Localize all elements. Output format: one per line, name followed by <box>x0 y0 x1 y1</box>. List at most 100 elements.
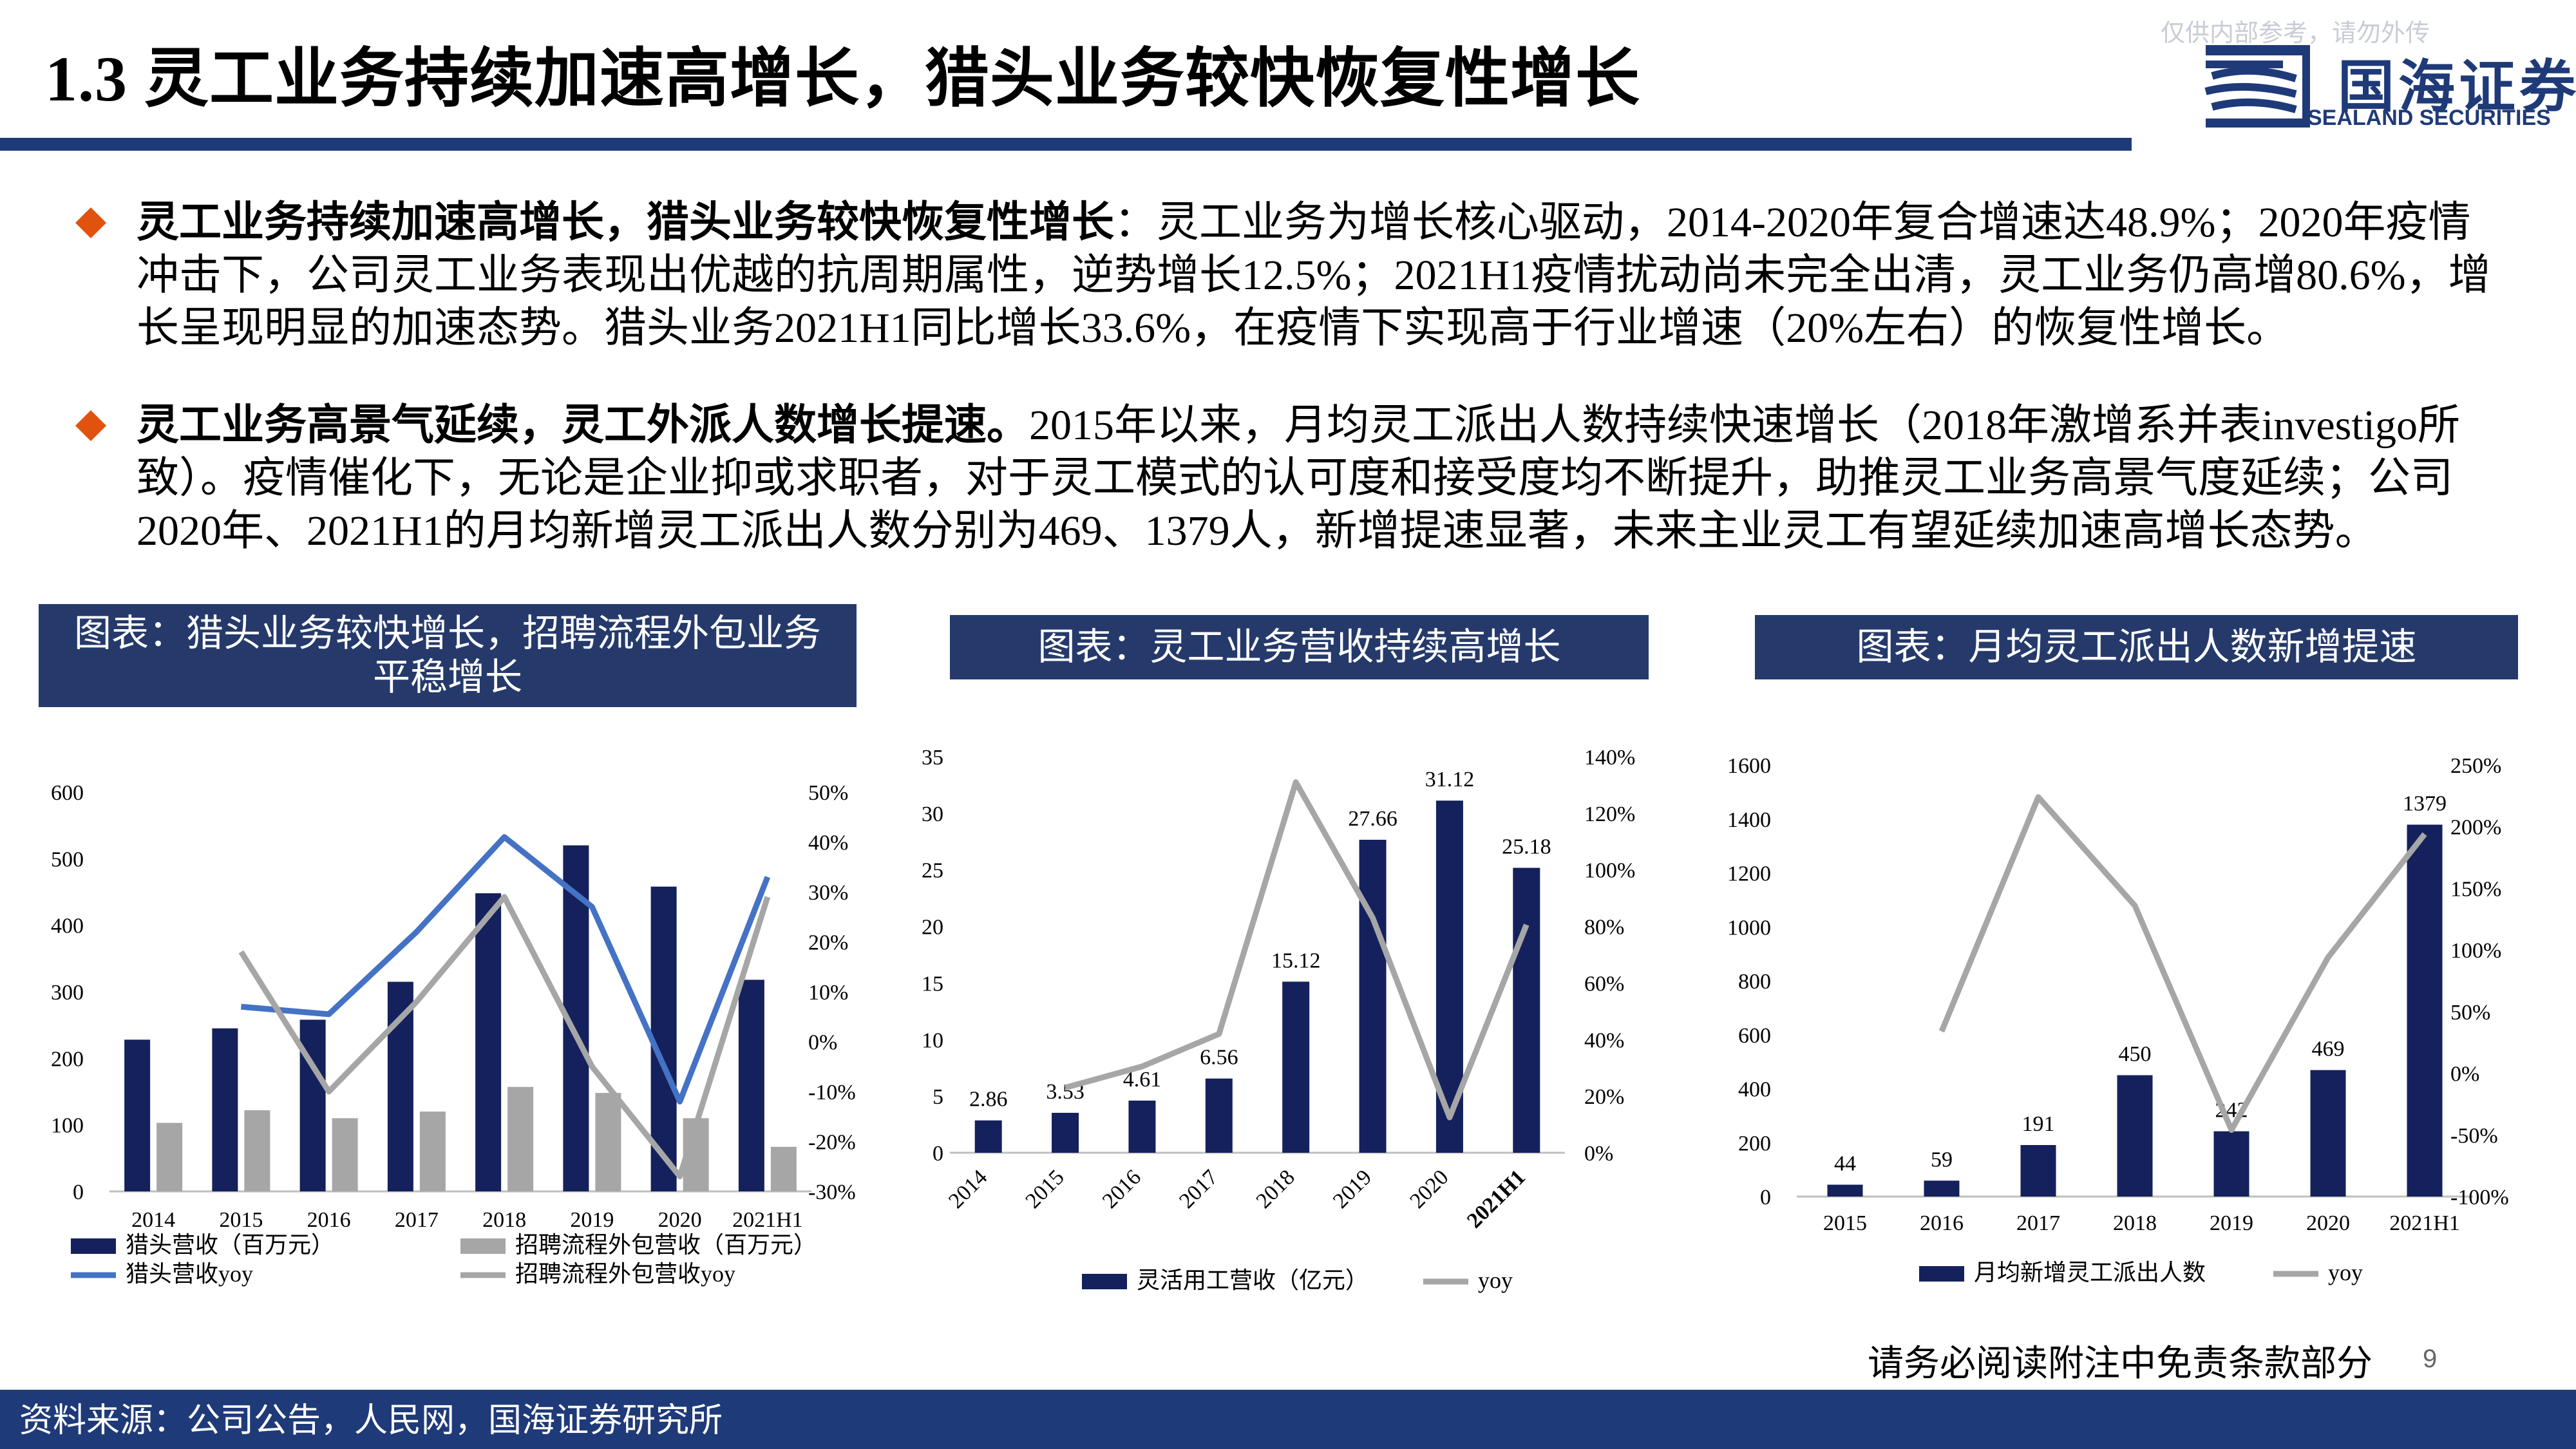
y-tick-label: 500 <box>51 848 84 871</box>
data-label: 6.56 <box>1200 1046 1238 1070</box>
series-line <box>1938 794 2427 1133</box>
bar <box>156 1122 183 1191</box>
y2-tick-label: 140% <box>1584 746 1635 770</box>
data-label: 450 <box>2119 1043 2152 1066</box>
y2-tick-label: 50% <box>2450 1001 2490 1025</box>
y-tick-label: 25 <box>922 859 943 883</box>
y-tick-label: 1200 <box>1727 862 1771 886</box>
y-tick-label: 600 <box>1738 1024 1771 1048</box>
title-underline <box>0 138 2132 151</box>
y-tick-label: 100 <box>51 1114 84 1138</box>
bar <box>595 1093 621 1191</box>
chart-2-title: 图表：灵工业务营收持续高增长 <box>950 615 1649 679</box>
x-tick-label: 2018 <box>2113 1211 2157 1235</box>
bar <box>299 1019 326 1191</box>
data-label: 191 <box>2022 1112 2055 1136</box>
legend-label: 灵活用工营收（亿元） <box>1137 1267 1368 1293</box>
bar <box>770 1146 797 1191</box>
y2-tick-label: 20% <box>808 931 848 955</box>
bar <box>1359 839 1387 1153</box>
x-tick-label: 2021H1 <box>1463 1165 1530 1233</box>
x-tick-label: 2020 <box>2306 1211 2350 1235</box>
data-label: 15.12 <box>1271 949 1321 972</box>
x-tick-label: 2016 <box>1920 1211 1964 1235</box>
x-tick-label: 2015 <box>1823 1211 1867 1235</box>
bar <box>124 1039 151 1191</box>
x-tick-label: 2016 <box>1098 1165 1146 1213</box>
x-tick-label: 2021H1 <box>2389 1211 2460 1235</box>
data-label: 1379 <box>2403 792 2447 816</box>
watermark: 仅供内部参考，请勿外传 <box>2161 20 2430 47</box>
x-tick-label: 2017 <box>1175 1165 1222 1213</box>
bar <box>507 1086 534 1191</box>
y2-tick-label: 10% <box>808 981 848 1005</box>
x-tick-label: 2020 <box>1405 1165 1453 1213</box>
y2-tick-label: 80% <box>1584 916 1624 940</box>
chart-3-title: 图表：月均灵工派出人数新增提速 <box>1755 615 2518 679</box>
y-tick-label: 400 <box>51 914 84 938</box>
y2-tick-label: -100% <box>2450 1186 2509 1209</box>
y2-tick-label: 40% <box>1584 1028 1624 1052</box>
bar <box>2020 1145 2056 1197</box>
y2-tick-label: -20% <box>808 1131 856 1155</box>
y2-tick-label: 40% <box>808 831 848 855</box>
x-tick-label: 2019 <box>2210 1211 2253 1235</box>
sealand-logo-icon <box>2204 45 2310 128</box>
bar <box>1282 981 1310 1153</box>
y-tick-label: 15 <box>922 972 943 996</box>
y-tick-label: 10 <box>922 1028 943 1052</box>
y-tick-label: 300 <box>51 981 84 1005</box>
bar <box>419 1112 446 1191</box>
y2-tick-label: 150% <box>2450 877 2501 901</box>
bar <box>1052 1112 1079 1153</box>
data-label: 31.12 <box>1425 768 1475 791</box>
x-tick-label: 2017 <box>395 1208 439 1232</box>
page-number: 9 <box>2423 1345 2438 1373</box>
data-label: 2.86 <box>969 1088 1008 1112</box>
legend-label: 招聘流程外包营收yoy <box>515 1261 735 1287</box>
y2-tick-label: -10% <box>808 1081 856 1104</box>
legend-label: 月均新增灵工派出人数 <box>1974 1260 2206 1285</box>
x-tick-label: 2015 <box>1021 1165 1068 1213</box>
y2-tick-label: -50% <box>2450 1124 2498 1148</box>
bullet-1-text: ：灵工业务为增长核心驱动，2014-2020年复合增速达48.9%；2020年疫… <box>137 199 2491 352</box>
bar <box>1513 867 1540 1153</box>
x-tick-label: 2020 <box>658 1208 702 1232</box>
y-tick-label: 800 <box>1738 970 1771 994</box>
company-logo: 国海证券 SEALAND SECURITIES <box>2199 39 2576 135</box>
legend-swatch <box>1082 1274 1127 1289</box>
y2-tick-label: 0% <box>2450 1063 2479 1086</box>
bar <box>332 1118 358 1191</box>
bar <box>2213 1131 2249 1197</box>
bar <box>650 886 677 1191</box>
bullet-2-bold: 灵工业务高景气延续，灵工外派人数增长提速。 <box>137 402 1029 449</box>
y2-tick-label: 50% <box>808 781 848 805</box>
y2-tick-label: 20% <box>1584 1085 1624 1109</box>
y-tick-label: 35 <box>922 746 943 770</box>
x-tick-label: 2014 <box>131 1208 175 1232</box>
y2-tick-label: 30% <box>808 881 848 905</box>
bullet-1-bold: 灵工业务持续加速高增长，猎头业务较快恢复性增长 <box>137 199 1114 246</box>
bullet-1: 灵工业务持续加速高增长，猎头业务较快恢复性增长：灵工业务为增长核心驱动，2014… <box>75 196 2505 355</box>
legend-label: yoy <box>1478 1267 1513 1293</box>
y2-tick-label: 100% <box>2450 939 2501 963</box>
disclaimer: 请务必阅读附注中免责条款部分 <box>1868 1344 2372 1384</box>
y-tick-label: 0 <box>73 1180 84 1204</box>
bar <box>212 1028 238 1191</box>
y2-tick-label: 60% <box>1584 972 1624 996</box>
chart-1-title: 图表：猎头业务较快增长，招聘流程外包业务平稳增长 <box>39 604 857 707</box>
y-tick-label: 1400 <box>1727 808 1771 832</box>
bar <box>387 981 413 1191</box>
legend-swatch <box>460 1238 506 1254</box>
x-tick-label: 2021H1 <box>732 1208 803 1232</box>
bar <box>738 980 764 1191</box>
legend-label: 猎头营收yoy <box>126 1261 253 1287</box>
series-line <box>240 834 771 1104</box>
x-tick-label: 2017 <box>2016 1211 2060 1235</box>
bar <box>1827 1184 1863 1197</box>
legend-swatch <box>1919 1266 1964 1282</box>
y-tick-label: 5 <box>933 1085 943 1109</box>
y2-tick-label: 0% <box>1584 1142 1613 1166</box>
page-title: 1.3 灵工业务持续加速高增长，猎头业务较快恢复性增长 <box>45 43 1640 115</box>
